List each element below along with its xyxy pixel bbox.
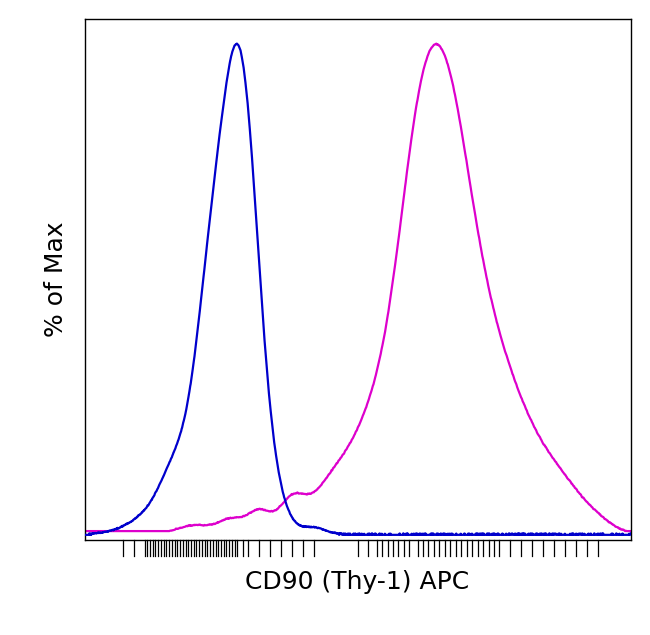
Y-axis label: % of Max: % of Max (44, 222, 68, 337)
X-axis label: CD90 (Thy-1) APC: CD90 (Thy-1) APC (246, 570, 469, 594)
